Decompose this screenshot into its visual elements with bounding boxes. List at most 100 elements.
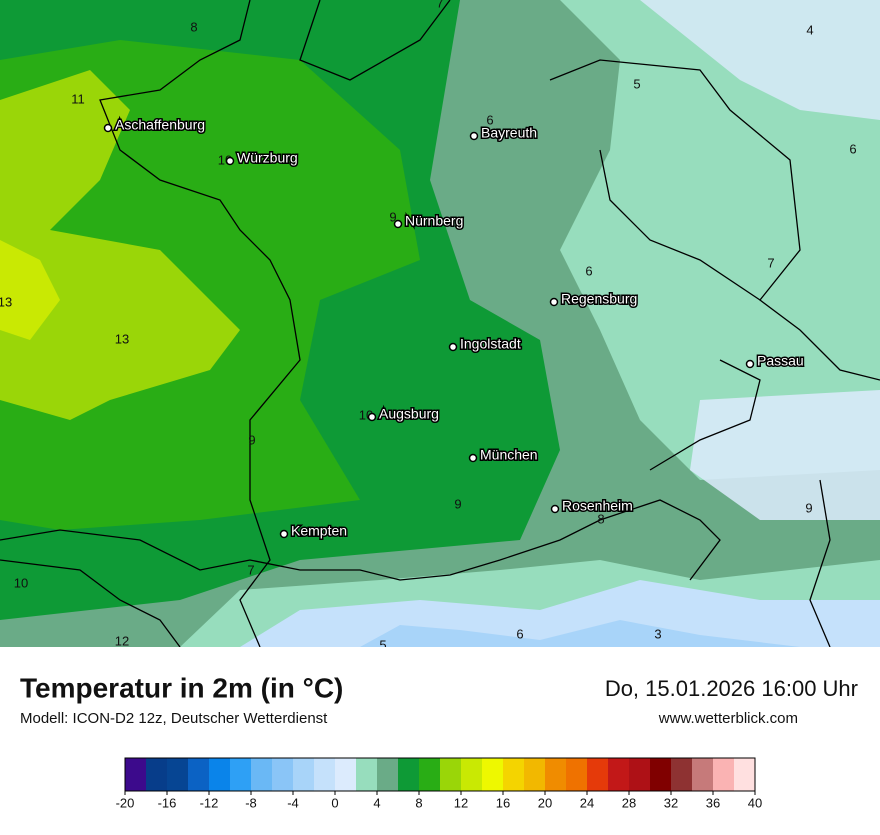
city-label: Rosenheim (562, 498, 633, 514)
contour-label: 9 (248, 432, 255, 447)
colorbar-tick-label: 32 (664, 795, 678, 810)
contour-label: 8 (190, 19, 197, 34)
contour-label: 5 (379, 637, 386, 652)
colorbar-swatch (419, 758, 441, 791)
colorbar-tick-label: 24 (580, 795, 594, 810)
city-label: Regensburg (561, 291, 637, 307)
colorbar-swatch (587, 758, 609, 791)
contour-label: 6 (486, 112, 493, 127)
contour-label: 7 (436, 0, 443, 10)
colorbar-swatch (293, 758, 315, 791)
colorbar-tick-label: 16 (496, 795, 510, 810)
colorbar-swatch (524, 758, 546, 791)
colorbar-tick-label: 28 (622, 795, 636, 810)
city-dot (367, 412, 377, 422)
colorbar-tick-label: 0 (331, 795, 338, 810)
city-dot (469, 131, 479, 141)
contour-label: 9 (805, 500, 812, 515)
contour-label: 6 (585, 263, 592, 278)
contour-label: 6 (849, 141, 856, 156)
contour-label: 13 (0, 294, 12, 309)
colorbar-tick-label: 20 (538, 795, 552, 810)
colorbar-swatch (440, 758, 462, 791)
contour-label: 3 (654, 626, 661, 641)
colorbar-swatch (629, 758, 651, 791)
colorbar-swatch (335, 758, 357, 791)
colorbar-tick-label: 36 (706, 795, 720, 810)
colorbar-swatch (125, 758, 147, 791)
colorbar-tick-label: -16 (158, 795, 177, 810)
contour-label: 7 (767, 255, 774, 270)
contour-label: 13 (115, 331, 129, 346)
map-background (0, 0, 880, 647)
model-info: Modell: ICON-D2 12z, Deutscher Wetterdie… (20, 710, 328, 727)
contour-label: 4 (806, 22, 813, 37)
city-dot (225, 156, 235, 166)
website: www.wetterblick.com (658, 710, 798, 727)
colorbar-swatch (545, 758, 567, 791)
city-label: Bayreuth (481, 125, 537, 141)
city-dot (549, 297, 559, 307)
colorbar-frame (124, 757, 756, 792)
colorbar-swatch (230, 758, 252, 791)
colorbar-swatch (482, 758, 504, 791)
colorbar-swatch (146, 758, 168, 791)
city-label: Passau (757, 353, 804, 369)
colorbar-swatch (566, 758, 588, 791)
colorbar-swatch (251, 758, 273, 791)
city-label: Würzburg (237, 150, 298, 166)
colorbar-swatch (272, 758, 294, 791)
colorbar-swatch (671, 758, 693, 791)
contour-label: 7 (247, 562, 254, 577)
colorbar-tick-label: 12 (454, 795, 468, 810)
city-dot (103, 123, 113, 133)
city-dot (279, 529, 289, 539)
colorbar-tick-label: -20 (116, 795, 135, 810)
colorbar-tick-label: -12 (200, 795, 219, 810)
borders (0, 0, 880, 648)
contour-label: 5 (633, 76, 640, 91)
datetime: Do, 15.01.2026 16:00 Uhr (605, 676, 858, 701)
city-dot (448, 342, 458, 352)
colorbar-swatch (377, 758, 399, 791)
colorbar-swatch (608, 758, 630, 791)
colorbar-tick-label: -4 (287, 795, 299, 810)
colorbar-swatch (461, 758, 483, 791)
city-label: München (480, 447, 538, 463)
colorbar-tick-label: 40 (748, 795, 762, 810)
city-label: Aschaffenburg (115, 117, 205, 133)
contour-label: 8 (597, 511, 604, 526)
city-label: Augsburg (379, 406, 439, 422)
city-dot (745, 359, 755, 369)
colorbar-swatch (209, 758, 231, 791)
colorbar-swatch (692, 758, 714, 791)
contour-label: 9 (389, 209, 396, 224)
colorbar-swatch (398, 758, 420, 791)
city-dot (550, 504, 560, 514)
colorbar-swatch (713, 758, 735, 791)
colorbar-swatch (356, 758, 378, 791)
map-title: Temperatur in 2m (in °C) (20, 672, 343, 703)
colorbar-swatch (314, 758, 336, 791)
colorbar-swatch (188, 758, 210, 791)
city-label: Ingolstadt (460, 336, 521, 352)
colorbar: -20 -16 -12 -8 -4 0 4 8 12 16 20 24 28 32 36 40 (116, 757, 762, 810)
contour-label: 6 (516, 626, 523, 641)
contour-label: 11 (71, 91, 85, 106)
colorbar-tick-label: 4 (373, 795, 380, 810)
city-label: Nürnberg (405, 213, 463, 229)
city-dot (468, 453, 478, 463)
colorbar-tick-label: 8 (415, 795, 422, 810)
legend-panel (0, 647, 880, 830)
contour-label: 9 (454, 496, 461, 511)
city-label: Kempten (291, 523, 347, 539)
colorbar-swatch (650, 758, 672, 791)
colorbar-swatch (167, 758, 189, 791)
colorbar-tick-label: -8 (245, 795, 257, 810)
colorbar-swatch (503, 758, 525, 791)
city-dot (393, 219, 403, 229)
contour-label: 12 (115, 633, 129, 648)
colorbar-swatch (734, 758, 756, 791)
